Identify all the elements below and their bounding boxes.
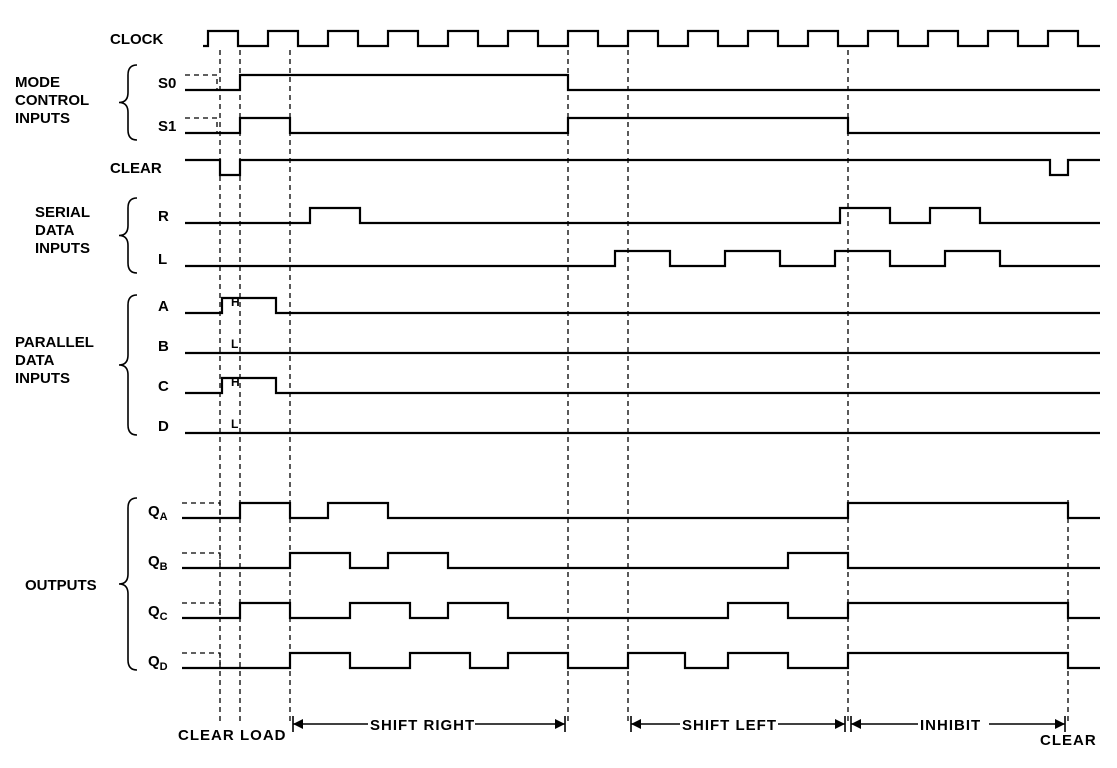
level-annotation: L	[231, 417, 238, 431]
phase-label: CLEAR	[178, 727, 235, 744]
signal-A	[185, 298, 1100, 313]
signal-label: QD	[148, 653, 168, 673]
group-brace	[119, 65, 137, 140]
level-annotation: H	[231, 295, 240, 309]
phase-label: CLEAR	[1040, 732, 1097, 749]
signal-S1	[185, 118, 1100, 133]
signal-dash-S1	[185, 118, 217, 133]
group-label: MODE	[15, 74, 60, 91]
group-label: SERIAL	[35, 204, 90, 221]
signal-QA	[182, 503, 1100, 518]
signal-label: D	[158, 418, 169, 435]
signal-label: C	[158, 378, 169, 395]
group-brace	[119, 498, 137, 670]
arrowhead-right-icon	[1055, 719, 1065, 729]
signal-QC	[182, 603, 1100, 618]
group-label: PARALLEL	[15, 334, 94, 351]
group-brace	[119, 198, 137, 273]
signal-CLEAR	[185, 160, 1100, 175]
arrowhead-left-icon	[631, 719, 641, 729]
signal-label: R	[158, 208, 169, 225]
signal-dash-S0	[185, 75, 217, 90]
signal-QD	[182, 653, 1100, 668]
signal-QB	[182, 553, 1100, 568]
phase-label: INHIBIT	[920, 717, 981, 734]
timing-diagram: CLOCK S0 S1 CLEAR R L A H B L C H D L QA QB QC QD MODECONT…	[10, 10, 1117, 758]
signal-dash-QD	[182, 653, 220, 668]
phase-label: SHIFT LEFT	[682, 717, 777, 734]
group-label: DATA	[35, 222, 75, 239]
signal-label: QC	[148, 603, 168, 623]
group-brace	[119, 295, 137, 435]
signal-label: L	[158, 251, 167, 268]
arrowhead-left-icon	[293, 719, 303, 729]
signal-label: S1	[158, 118, 176, 135]
signal-label: A	[158, 298, 169, 315]
group-label: INPUTS	[35, 240, 90, 257]
group-label: INPUTS	[15, 110, 70, 127]
phase-label: SHIFT RIGHT	[370, 717, 475, 734]
signal-C	[185, 378, 1100, 393]
signal-S0	[185, 75, 1100, 90]
signal-label: CLEAR	[110, 160, 162, 177]
arrowhead-right-icon	[555, 719, 565, 729]
signal-label: B	[158, 338, 169, 355]
signal-CLOCK	[203, 31, 1100, 46]
signal-dash-QC	[182, 603, 220, 618]
group-label: OUTPUTS	[25, 577, 97, 594]
signal-label: CLOCK	[110, 31, 163, 48]
signal-label: S0	[158, 75, 176, 92]
level-annotation: L	[231, 337, 238, 351]
level-annotation: H	[231, 375, 240, 389]
arrowhead-right-icon	[835, 719, 845, 729]
group-label: CONTROL	[15, 92, 89, 109]
signal-R	[185, 208, 1100, 223]
signal-dash-QA	[182, 503, 220, 518]
phase-label: LOAD	[240, 727, 287, 744]
group-label: INPUTS	[15, 370, 70, 387]
signal-dash-QB	[182, 553, 220, 568]
signal-label: QA	[148, 503, 168, 523]
signal-L	[185, 251, 1100, 266]
signal-label: QB	[148, 553, 168, 573]
arrowhead-left-icon	[851, 719, 861, 729]
group-label: DATA	[15, 352, 55, 369]
